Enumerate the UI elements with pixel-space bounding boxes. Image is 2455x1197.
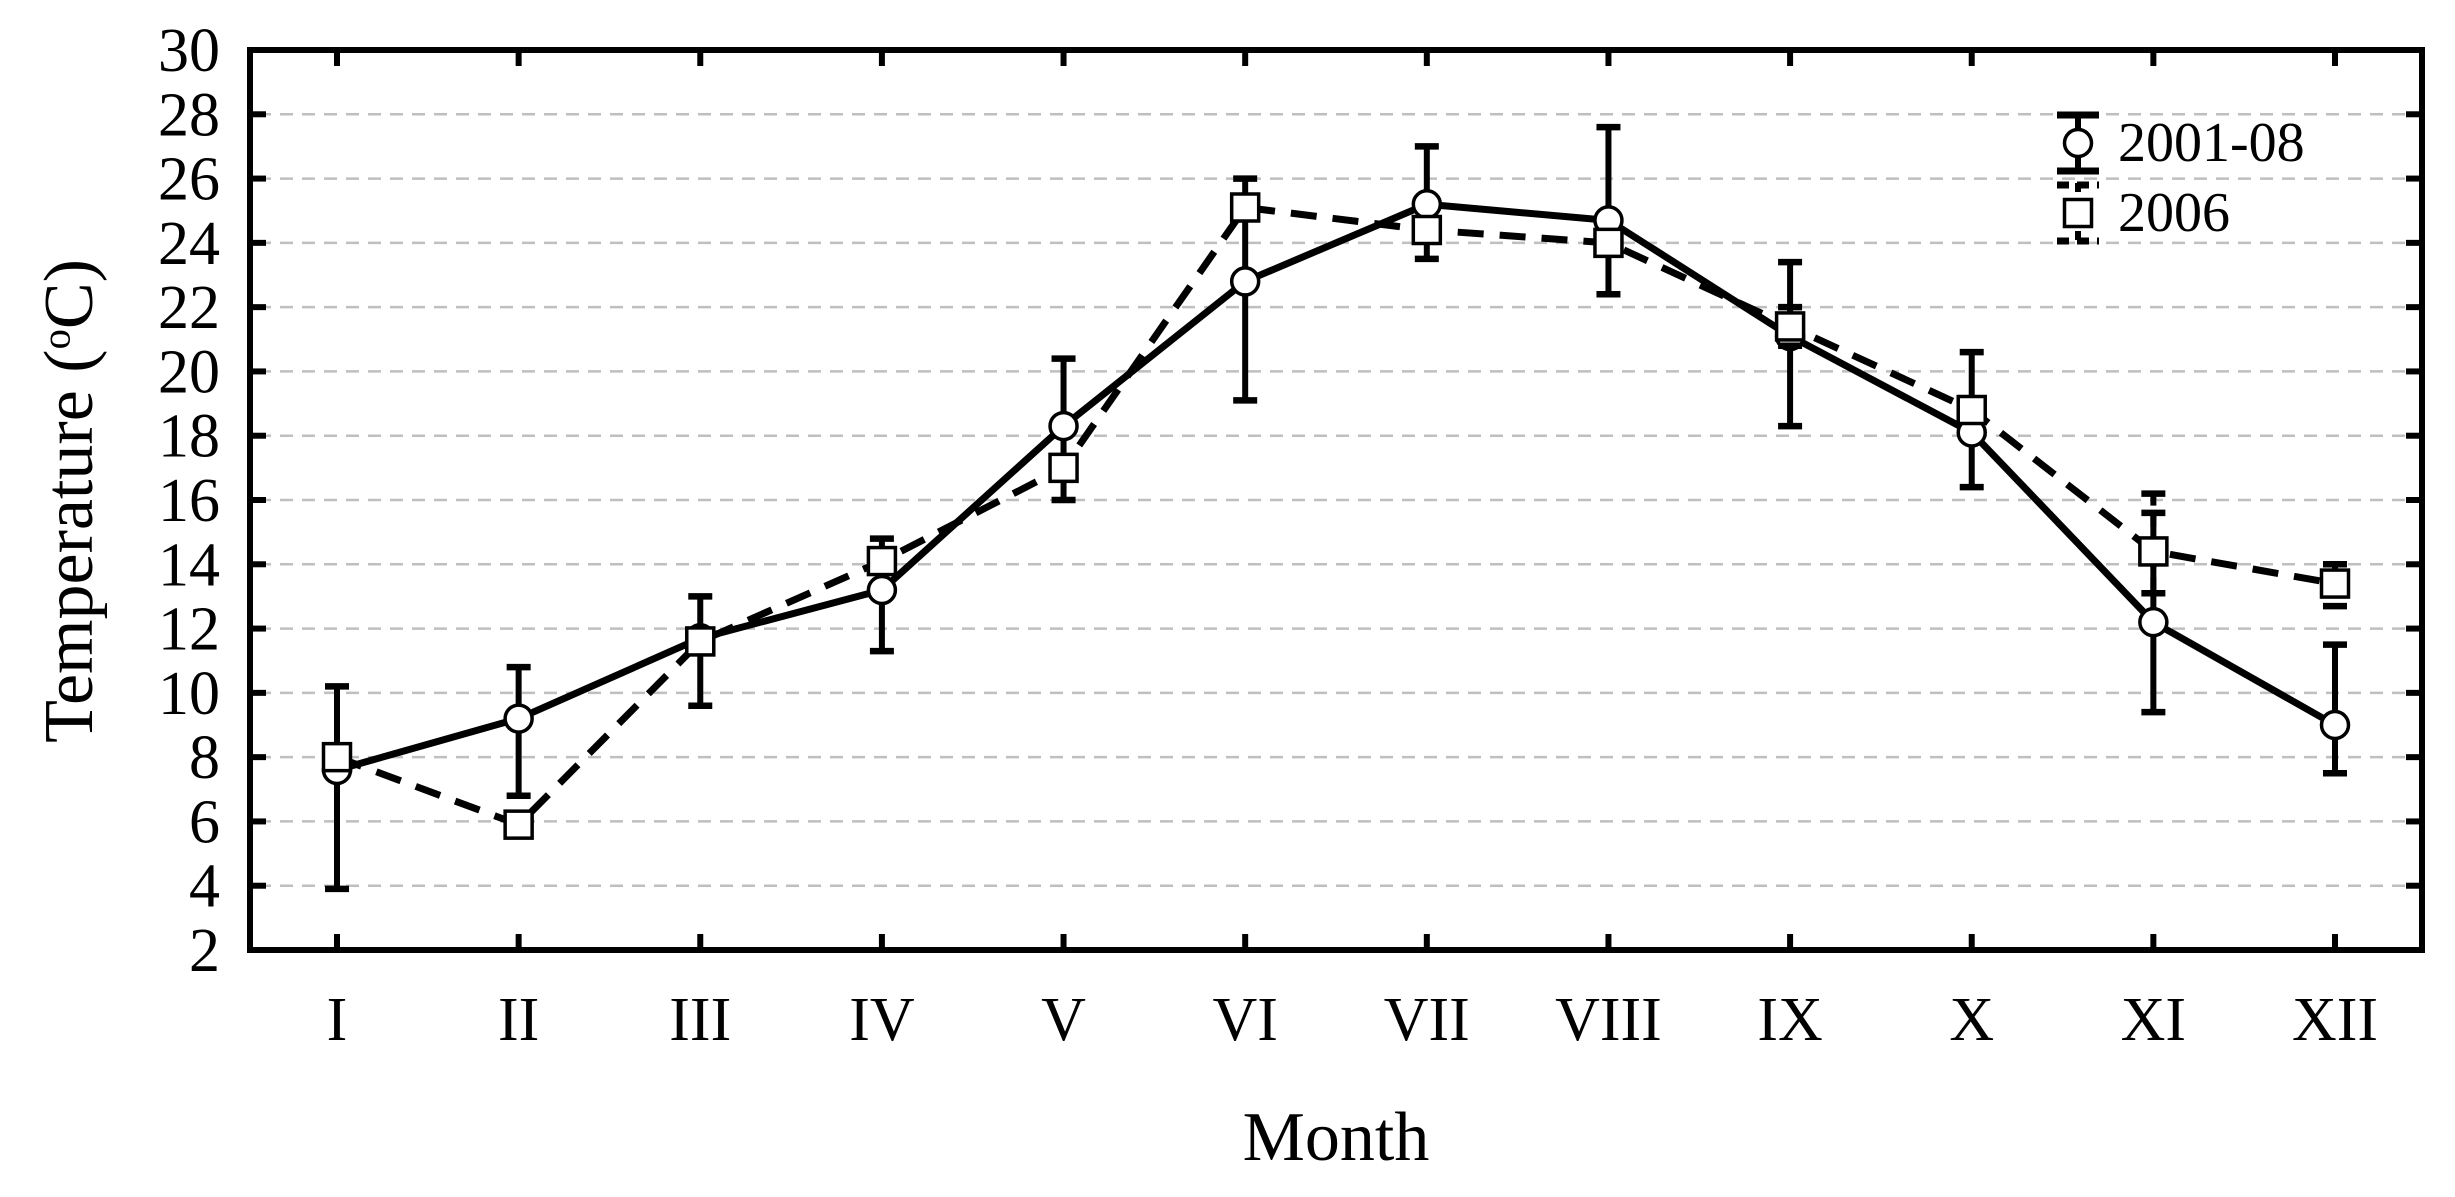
y-axis-title-superscript: o bbox=[33, 329, 79, 350]
y-tick-label: 24 bbox=[158, 210, 220, 278]
marker-circle-XII bbox=[2319, 709, 2351, 741]
x-tick-label: VIII bbox=[1555, 986, 1662, 1054]
y-axis-title-text: C) bbox=[31, 259, 108, 330]
legend-label: 2006 bbox=[2118, 182, 2230, 244]
marker-square-VII bbox=[1411, 214, 1443, 246]
marker-circle-V bbox=[1048, 410, 1079, 442]
marker-square-VI bbox=[1229, 192, 1261, 223]
y-axis-title-text: Temperature ( bbox=[31, 349, 108, 743]
y-tick-label: 4 bbox=[189, 853, 220, 921]
y-tick-label: 26 bbox=[158, 146, 220, 214]
y-tick-label: 8 bbox=[189, 724, 220, 792]
legend-item-2001-08: 2001-08 bbox=[2052, 108, 2305, 178]
marker-square-II bbox=[503, 809, 534, 840]
y-tick-label: 18 bbox=[158, 403, 220, 471]
x-tick-label: XI bbox=[2121, 986, 2186, 1054]
x-tick-label: I bbox=[327, 986, 348, 1054]
series-2006 bbox=[321, 192, 2351, 840]
y-tick-label: 16 bbox=[158, 467, 220, 535]
y-tick-label: 30 bbox=[158, 17, 220, 85]
legend-item-2006: 2006 bbox=[2052, 178, 2305, 248]
y-tick-label: 22 bbox=[158, 274, 220, 342]
marker-circle-II bbox=[503, 703, 534, 734]
marker-square-III bbox=[685, 626, 716, 657]
marker-circle-XI bbox=[2138, 606, 2169, 638]
y-tick-label: 20 bbox=[158, 338, 220, 406]
y-tick-label: 2 bbox=[189, 917, 220, 985]
series-line-2006 bbox=[335, 204, 2336, 829]
marker-square-XI bbox=[2138, 536, 2169, 567]
marker-square-IV bbox=[866, 545, 898, 577]
y-tick-label: 28 bbox=[158, 81, 220, 149]
y-tick-label: 12 bbox=[158, 596, 220, 664]
marker-square-VIII bbox=[1593, 227, 1624, 259]
x-tick-label: VI bbox=[1212, 986, 1277, 1054]
x-tick-label: VII bbox=[1384, 986, 1470, 1054]
marker-circle-VI bbox=[1229, 266, 1261, 297]
series-2001-08 bbox=[321, 123, 2351, 893]
marker-square-I bbox=[321, 741, 353, 773]
axis-ticks bbox=[250, 50, 2422, 950]
x-axis-title: Month bbox=[1242, 1099, 1430, 1176]
y-tick-label: 6 bbox=[189, 788, 220, 856]
marker-circle-IV bbox=[866, 574, 898, 606]
x-tick-label: X bbox=[1949, 986, 1994, 1054]
marker-square-XII bbox=[2319, 568, 2351, 599]
x-tick-label: II bbox=[498, 986, 539, 1054]
x-tick-label: IX bbox=[1757, 986, 1822, 1054]
gridlines bbox=[258, 113, 2414, 887]
legend-label: 2001-08 bbox=[2118, 112, 2305, 174]
series-line-2001-08 bbox=[336, 200, 2337, 774]
y-axis-title: Temperature (oC) bbox=[31, 259, 108, 743]
legend: 2001-08 2006 bbox=[2052, 108, 2305, 248]
marker-square-X bbox=[1956, 394, 1987, 426]
y-tick-label: 10 bbox=[158, 660, 220, 728]
x-tick-label: V bbox=[1041, 986, 1086, 1054]
legend-square-errorbar-icon bbox=[2057, 181, 2099, 245]
marker-square-V bbox=[1048, 452, 1079, 484]
y-tick-label: 14 bbox=[158, 531, 220, 599]
legend-circle-errorbar-icon bbox=[2057, 111, 2099, 175]
x-tick-labels: I II III IV V VI VII VIII IX X XI XII bbox=[327, 986, 2378, 1054]
marker-circle-VII bbox=[1411, 189, 1443, 220]
marker-square-IX bbox=[1774, 311, 1806, 342]
x-tick-label: XII bbox=[2292, 986, 2378, 1054]
x-tick-label: III bbox=[669, 986, 731, 1054]
x-tick-label: IV bbox=[849, 986, 915, 1054]
